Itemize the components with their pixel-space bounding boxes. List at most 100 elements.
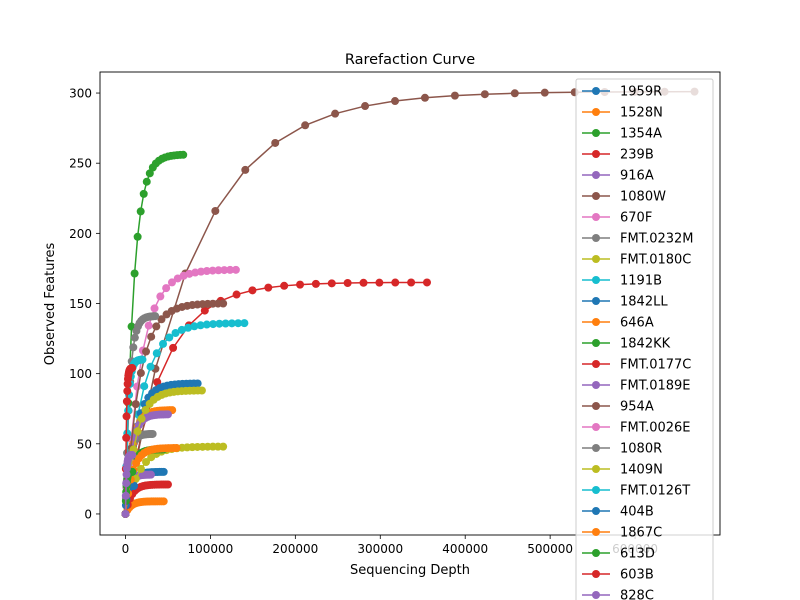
data-point xyxy=(122,433,131,442)
legend-item: 613D xyxy=(582,547,655,562)
legend-marker xyxy=(592,486,600,494)
legend-label: FMT.0026E xyxy=(620,421,691,436)
data-point xyxy=(169,343,178,352)
legend-item: 954A xyxy=(582,400,654,415)
x-axis-label: Sequencing Depth xyxy=(350,563,470,578)
data-point xyxy=(241,165,250,174)
data-point xyxy=(331,109,340,118)
data-point xyxy=(129,481,138,490)
legend-item: 1867C xyxy=(582,526,662,541)
legend-label: 1842LL xyxy=(620,295,668,310)
data-point xyxy=(343,279,352,288)
data-point xyxy=(221,319,230,328)
data-point xyxy=(163,410,172,419)
legend-item: FMT.0177C xyxy=(582,358,691,373)
legend-marker xyxy=(592,360,600,368)
data-point xyxy=(129,343,138,352)
legend-label: FMT.0177C xyxy=(620,358,691,373)
legend-item: 670F xyxy=(582,211,652,226)
legend-item: 646A xyxy=(582,316,654,331)
series-layer xyxy=(121,87,699,518)
series-FMT.0177C xyxy=(121,480,172,518)
legend-item: 1959R xyxy=(582,85,662,100)
data-point xyxy=(208,266,217,275)
legend-marker xyxy=(592,318,600,326)
data-point xyxy=(510,89,519,98)
series-828C xyxy=(121,451,137,518)
data-point xyxy=(123,387,132,396)
y-tick-label: 100 xyxy=(69,367,92,381)
data-point xyxy=(179,150,188,159)
data-point xyxy=(211,206,220,215)
data-point xyxy=(231,265,240,274)
legend-label: 828C xyxy=(620,589,654,600)
data-point xyxy=(163,480,172,489)
data-point xyxy=(215,319,224,328)
y-tick-label: 250 xyxy=(69,157,92,171)
x-tick-label: 200000 xyxy=(272,542,318,556)
data-point xyxy=(122,479,131,488)
series-line xyxy=(124,281,427,515)
legend-label: 239B xyxy=(620,148,654,163)
legend-label: 1867C xyxy=(620,526,662,541)
data-point xyxy=(144,321,153,330)
legend-marker xyxy=(592,591,600,599)
legend-label: FMT.0189E xyxy=(620,379,691,394)
legend-label: 603B xyxy=(620,568,654,583)
data-point xyxy=(122,397,131,406)
x-tick-label: 0 xyxy=(122,542,130,556)
data-point xyxy=(140,382,149,391)
data-point xyxy=(128,451,137,460)
data-point xyxy=(142,347,151,356)
data-point xyxy=(190,322,199,331)
legend-label: 916A xyxy=(620,169,654,184)
legend-item: FMT.0026E xyxy=(582,421,691,436)
data-point xyxy=(327,279,336,288)
data-point xyxy=(147,332,156,341)
legend-item: FMT.0180C xyxy=(582,253,691,268)
legend-marker xyxy=(592,339,600,347)
data-point xyxy=(152,349,161,358)
legend-label: 670F xyxy=(620,211,652,226)
legend-label: FMT.0180C xyxy=(620,253,691,268)
data-point xyxy=(156,292,165,301)
legend-marker xyxy=(592,402,600,410)
data-point xyxy=(146,362,155,371)
data-point xyxy=(391,278,400,287)
chart-title: Rarefaction Curve xyxy=(345,52,475,68)
data-point xyxy=(152,322,161,331)
y-axis-label: Observed Features xyxy=(43,242,58,365)
data-point xyxy=(422,278,431,287)
legend-marker xyxy=(592,507,600,515)
legend-marker xyxy=(592,255,600,263)
legend-label: FMT.0126T xyxy=(620,484,690,499)
y-axis-ticks: 0 50 100 150 200 250 300 xyxy=(69,87,100,521)
data-point xyxy=(219,299,228,308)
data-point xyxy=(141,405,150,414)
data-point xyxy=(214,266,223,275)
legend-marker xyxy=(592,171,600,179)
data-point xyxy=(450,91,459,100)
data-point xyxy=(200,306,209,315)
data-point xyxy=(133,382,142,391)
y-tick-label: 150 xyxy=(69,297,92,311)
data-point xyxy=(177,325,186,334)
legend-label: 1191B xyxy=(620,274,662,289)
data-point xyxy=(375,278,384,287)
legend-label: 404B xyxy=(620,505,654,520)
data-point xyxy=(202,320,211,329)
data-point xyxy=(133,232,142,241)
series-603B xyxy=(121,364,137,518)
data-point xyxy=(136,464,145,473)
data-point xyxy=(264,283,273,292)
legend-marker xyxy=(592,108,600,116)
legend-marker xyxy=(592,192,600,200)
legend-marker xyxy=(592,528,600,536)
legend-marker xyxy=(592,381,600,389)
data-point xyxy=(131,400,140,409)
data-point xyxy=(138,355,147,364)
y-tick-label: 200 xyxy=(69,227,92,241)
data-point xyxy=(122,470,131,479)
data-point xyxy=(172,444,181,453)
